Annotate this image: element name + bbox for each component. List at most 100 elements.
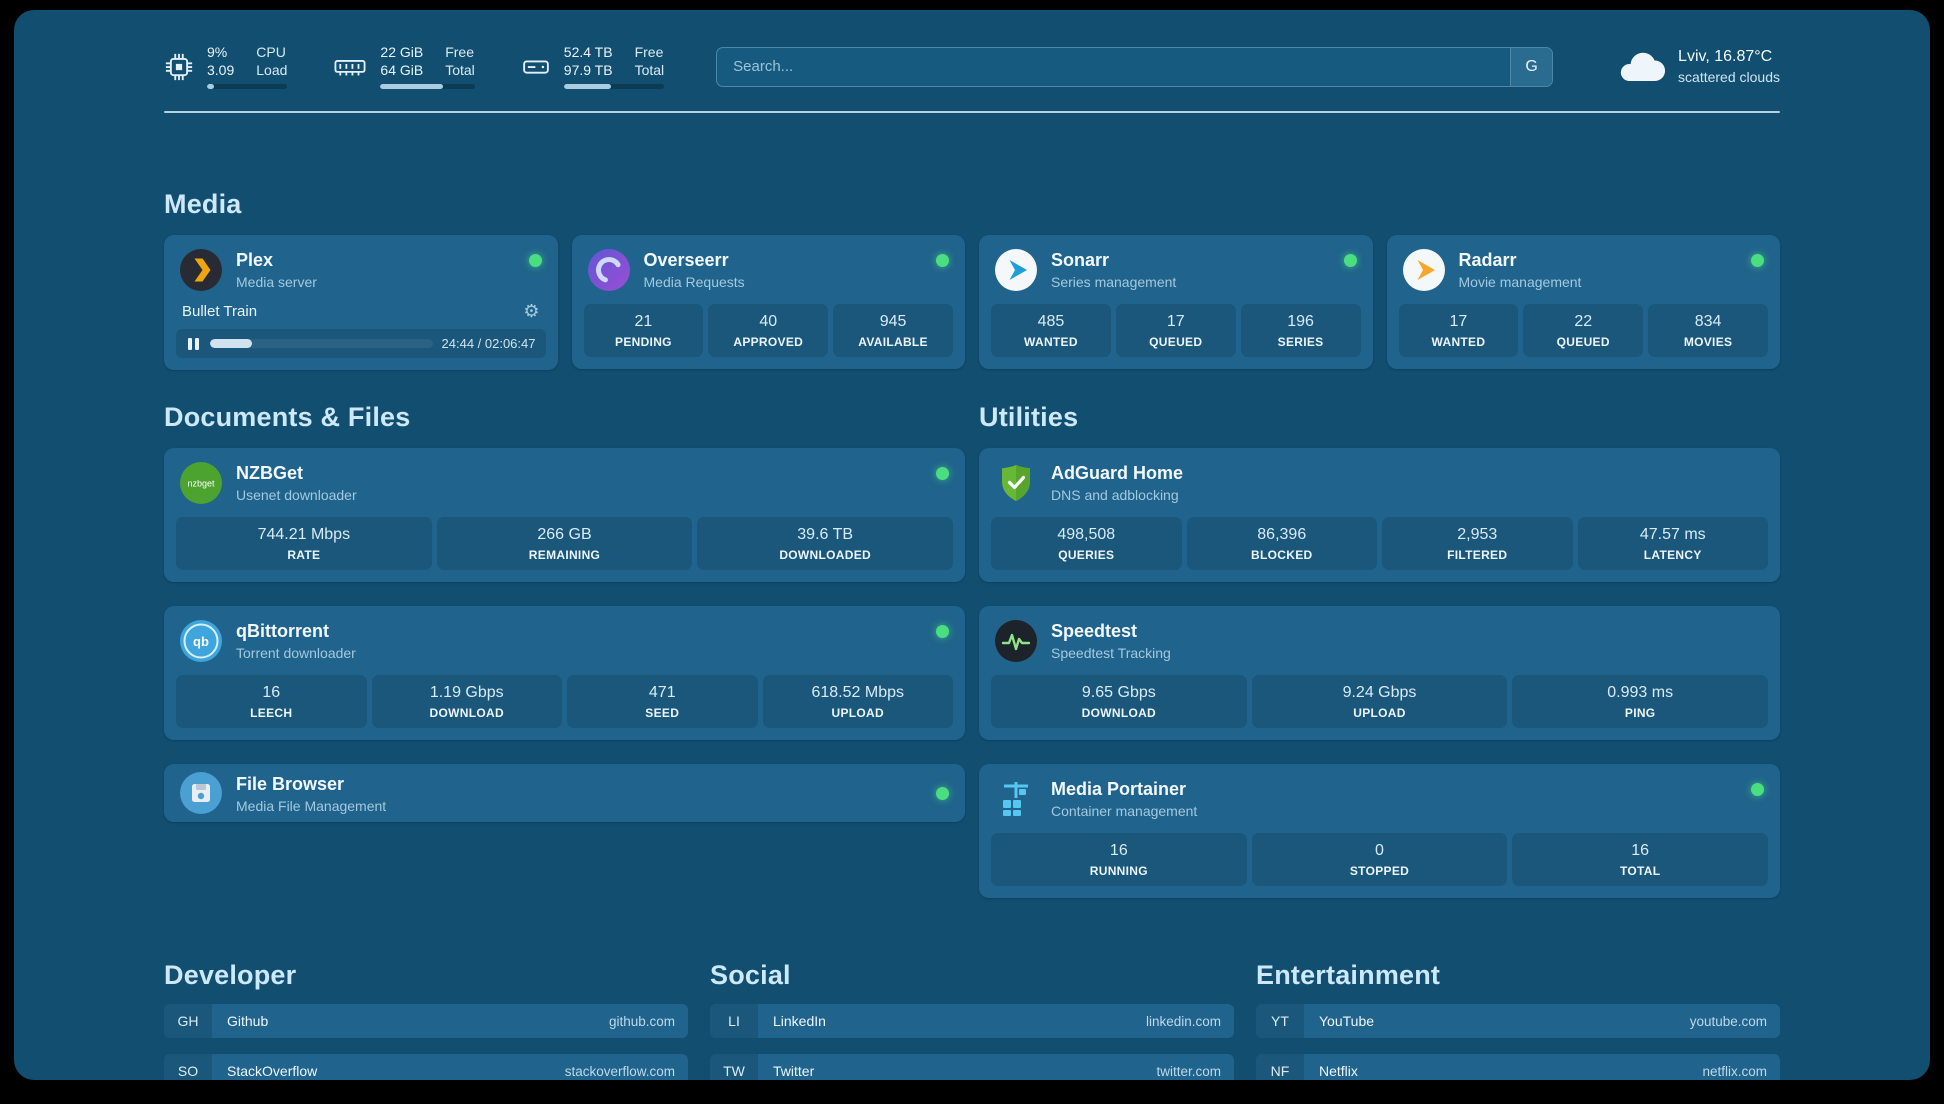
app-subtitle: Series management — [1051, 274, 1177, 290]
stat-queued: 22 QUEUED — [1523, 304, 1644, 357]
memory-bar — [380, 84, 475, 89]
bookmark-abbr: GH — [164, 1004, 212, 1038]
disk-widget: 52.4 TB Free 97.9 TB Total — [521, 44, 665, 89]
section-title-media: Media — [164, 189, 242, 219]
progress-track[interactable] — [210, 339, 433, 348]
memory-label-1: Free — [445, 44, 475, 60]
search-bar: G — [716, 46, 1554, 87]
app-card-speedtest[interactable]: Speedtest Speedtest Tracking 9.65 Gbps D… — [979, 606, 1780, 740]
status-dot — [1751, 783, 1764, 796]
stat-upload: 9.24 Gbps UPLOAD — [1251, 675, 1508, 728]
weather-widget: Lviv, 16.87°C scattered clouds — [1617, 48, 1780, 85]
cpu-loadavg: 3.09 — [207, 62, 235, 78]
memory-label-2: Total — [445, 62, 475, 78]
section-documents: Documents & Files nzbget NZBGet U — [164, 400, 965, 822]
app-subtitle: Media server — [236, 274, 317, 290]
settings-gear-icon[interactable]: ⚙ — [523, 301, 540, 321]
disk-free: 52.4 TB — [563, 44, 613, 60]
app-card-radarr[interactable]: Radarr Movie management 17 WANTED 22 QUE… — [1386, 235, 1780, 369]
section-title-developer: Developer — [164, 960, 297, 990]
bookmark-url: twitter.com — [1156, 1063, 1221, 1079]
stat-series: 196 SERIES — [1240, 304, 1361, 357]
bookmark-netflix[interactable]: NF Netflix netflix.com — [1256, 1054, 1780, 1080]
bookmark-name: Netflix — [1319, 1063, 1358, 1079]
stat-available: 945 AVAILABLE — [833, 304, 953, 357]
section-entertainment: Entertainment YT YouTube youtube.com NF … — [1256, 958, 1780, 1080]
app-card-adguard[interactable]: AdGuard Home DNS and adblocking 498,508 … — [979, 448, 1780, 582]
bookmark-url: github.com — [608, 1013, 675, 1029]
status-dot — [1751, 254, 1764, 267]
section-utilities: Utilities AdGuard Home — [979, 400, 1780, 898]
bookmark-name: YouTube — [1319, 1013, 1375, 1029]
bookmark-youtube[interactable]: YT YouTube youtube.com — [1256, 1004, 1780, 1038]
stat-remaining: 266 GB REMAINING — [436, 517, 693, 570]
app-subtitle: Movie management — [1458, 274, 1582, 290]
app-card-portainer[interactable]: Media Portainer Container management 16 … — [979, 764, 1780, 898]
app-title: Overseerr — [643, 250, 729, 270]
app-card-filebrowser[interactable]: File Browser Media File Management — [164, 764, 965, 822]
sonarr-icon — [995, 249, 1037, 291]
app-title: NZBGet — [236, 463, 303, 483]
app-card-qbittorrent[interactable]: qb qBittorrent Torrent downloader 16 LEE… — [164, 606, 965, 740]
disk-total: 97.9 TB — [563, 62, 613, 78]
bookmark-twitter[interactable]: TW Twitter twitter.com — [710, 1054, 1234, 1080]
disk-label-1: Free — [634, 44, 664, 60]
app-card-nzbget[interactable]: nzbget NZBGet Usenet downloader 744.21 M… — [164, 448, 965, 582]
app-title: File Browser — [236, 773, 345, 794]
app-card-overseerr[interactable]: Overseerr Media Requests 21 PENDING 40 A… — [571, 235, 965, 369]
memory-stats: 22 GiB Free 64 GiB Total — [380, 44, 475, 89]
bookmark-stackoverflow[interactable]: SO StackOverflow stackoverflow.com — [164, 1054, 688, 1080]
cpu-usage: 9% — [207, 44, 228, 60]
section-title-entertainment: Entertainment — [1256, 960, 1441, 990]
stat-rate: 744.21 Mbps RATE — [176, 517, 432, 570]
memory-icon — [333, 52, 367, 82]
stat-upload: 618.52 Mbps UPLOAD — [762, 675, 953, 728]
stat-downloaded: 39.6 TB DOWNLOADED — [697, 517, 953, 570]
bookmark-abbr: LI — [710, 1004, 758, 1038]
bookmark-linkedin[interactable]: LI LinkedIn linkedin.com — [710, 1004, 1234, 1038]
bookmark-url: youtube.com — [1689, 1013, 1767, 1029]
bookmark-github[interactable]: GH Github github.com — [164, 1004, 688, 1038]
app-subtitle: Container management — [1051, 803, 1198, 819]
pause-icon[interactable] — [186, 337, 201, 351]
app-subtitle: Media Requests — [643, 274, 745, 290]
stat-download: 1.19 Gbps DOWNLOAD — [371, 675, 562, 728]
cpu-stats: 9% CPU 3.09 Load — [207, 44, 288, 89]
stat-blocked: 86,396 BLOCKED — [1186, 517, 1377, 570]
adguard-icon — [995, 462, 1037, 504]
disk-bar-fill — [563, 84, 611, 89]
playback-time: 24:44 / 02:06:47 — [441, 336, 536, 351]
status-dot — [936, 625, 949, 638]
topbar-divider — [164, 111, 1780, 113]
app-title: qBittorrent — [236, 621, 329, 641]
stat-running: 16 RUNNING — [991, 833, 1247, 886]
cpu-icon — [164, 52, 194, 82]
app-card-plex[interactable]: Plex Media server Bullet Train ⚙ 24:44 /… — [164, 235, 558, 370]
search-engine-button[interactable]: G — [1510, 47, 1553, 86]
section-title-utilities: Utilities — [979, 402, 1079, 432]
overseerr-icon — [587, 249, 630, 291]
plex-seek-bar[interactable]: 24:44 / 02:06:47 — [176, 329, 546, 358]
disk-stats: 52.4 TB Free 97.9 TB Total — [563, 44, 665, 89]
app-title: Speedtest — [1051, 621, 1138, 641]
status-dot — [936, 254, 949, 267]
app-subtitle: DNS and adblocking — [1051, 487, 1179, 503]
search-input[interactable] — [717, 47, 1511, 86]
status-dot — [936, 786, 949, 800]
stat-wanted: 485 WANTED — [991, 304, 1111, 357]
bookmark-abbr: SO — [164, 1054, 212, 1080]
status-dot — [936, 467, 949, 480]
bookmark-url: linkedin.com — [1145, 1013, 1221, 1029]
bookmark-name: StackOverflow — [227, 1063, 318, 1079]
topbar: 9% CPU 3.09 Load — [164, 44, 1780, 89]
resource-widgets: 9% CPU 3.09 Load — [164, 44, 665, 89]
section-title-documents: Documents & Files — [164, 402, 411, 432]
disk-label-2: Total — [634, 62, 665, 78]
disk-bar — [563, 84, 665, 89]
bookmark-abbr: YT — [1256, 1004, 1304, 1038]
app-title: Media Portainer — [1051, 779, 1187, 799]
app-card-sonarr[interactable]: Sonarr Series management 485 WANTED 17 Q… — [979, 235, 1373, 369]
stat-total: 16 TOTAL — [1512, 833, 1768, 886]
section-media: Media Plex Media server — [164, 187, 1780, 370]
app-title: Radarr — [1458, 250, 1517, 270]
